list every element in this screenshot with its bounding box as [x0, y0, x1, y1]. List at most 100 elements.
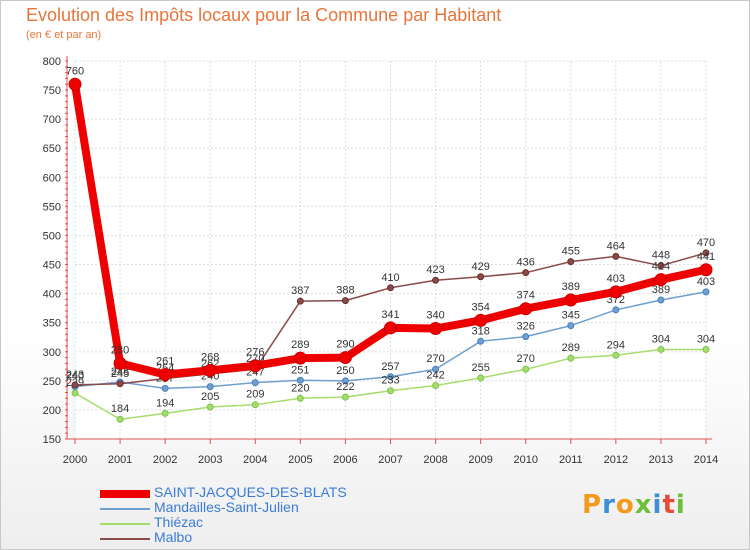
- y-tick-label: 450: [43, 260, 61, 272]
- data-label: 268: [201, 351, 219, 363]
- data-label: 760: [66, 65, 84, 77]
- data-point: [432, 381, 440, 389]
- data-point: [251, 401, 259, 409]
- x-tick-label: 2002: [153, 454, 177, 466]
- y-tick-label: 650: [43, 143, 61, 155]
- data-point: [522, 333, 530, 341]
- data-label: 326: [517, 321, 535, 333]
- logo-letter: r: [602, 490, 616, 520]
- legend-swatch: [100, 523, 150, 525]
- data-point: [702, 288, 710, 296]
- data-label: 424: [652, 261, 670, 273]
- data-label: 304: [697, 333, 715, 345]
- x-tick-label: 2010: [513, 454, 537, 466]
- chart-title: Evolution des Impôts locaux pour la Comm…: [26, 5, 502, 25]
- data-point: [387, 387, 394, 395]
- data-point: [206, 403, 214, 411]
- data-point: [68, 77, 82, 91]
- legend-label: Mandailles-Saint-Julien: [154, 499, 299, 515]
- data-label: 354: [471, 301, 489, 313]
- data-label: 289: [562, 342, 580, 354]
- legend-label: SAINT-JACQUES-DES-BLATS: [154, 484, 347, 500]
- data-point: [387, 373, 394, 381]
- data-label: 255: [471, 362, 489, 374]
- data-point: [657, 262, 665, 270]
- data-point: [567, 322, 575, 330]
- data-label: 341: [381, 309, 399, 321]
- y-tick-label: 400: [43, 289, 61, 301]
- y-tick-label: 150: [43, 434, 61, 446]
- y-tick-label: 700: [43, 114, 61, 126]
- data-label: 276: [246, 347, 264, 359]
- data-point: [387, 284, 394, 292]
- data-label: 436: [517, 257, 535, 269]
- data-label: 243: [66, 369, 84, 381]
- data-point: [296, 394, 304, 402]
- data-point: [296, 297, 304, 305]
- data-point: [477, 337, 485, 345]
- data-point: [432, 276, 440, 284]
- y-tick-label: 500: [43, 230, 61, 242]
- data-label: 464: [607, 240, 625, 252]
- data-point: [341, 297, 349, 305]
- y-tick-label: 250: [43, 376, 61, 388]
- data-point: [699, 263, 713, 277]
- data-point: [251, 379, 259, 387]
- data-point: [384, 321, 397, 335]
- x-tick-label: 2013: [649, 454, 673, 466]
- data-point: [432, 365, 440, 373]
- data-label: 280: [111, 344, 129, 356]
- data-label: 270: [426, 353, 444, 365]
- data-point: [654, 273, 668, 287]
- data-label: 441: [697, 251, 715, 263]
- data-label: 374: [517, 290, 535, 302]
- y-tick-label: 800: [43, 56, 61, 68]
- data-point: [474, 313, 488, 327]
- data-point: [564, 293, 578, 307]
- logo-letter: i: [675, 490, 686, 520]
- data-label: 345: [562, 310, 580, 322]
- data-point: [477, 273, 485, 281]
- data-point: [612, 306, 620, 314]
- legend-swatch: [100, 508, 150, 510]
- data-point: [116, 380, 124, 388]
- data-point: [341, 393, 349, 401]
- data-point: [522, 365, 530, 373]
- x-tick-label: 2006: [333, 454, 357, 466]
- data-label: 257: [381, 361, 399, 373]
- data-label: 423: [426, 264, 444, 276]
- data-point: [293, 351, 307, 365]
- legend-label: Thiézac: [154, 514, 204, 530]
- y-tick-label: 750: [43, 85, 61, 97]
- data-label: 410: [381, 272, 399, 284]
- data-label: 250: [336, 365, 354, 377]
- y-tick-label: 200: [43, 405, 61, 417]
- data-label: 388: [336, 285, 354, 297]
- data-label: 403: [607, 273, 625, 285]
- legend-swatch: [100, 490, 150, 498]
- data-label: 389: [652, 284, 670, 296]
- x-tick-label: 2012: [604, 454, 628, 466]
- x-tick-label: 2001: [108, 454, 132, 466]
- data-point: [341, 377, 349, 385]
- x-tick-label: 2003: [198, 454, 222, 466]
- data-label: 222: [336, 381, 354, 393]
- x-tick-label: 2011: [559, 454, 583, 466]
- x-tick-label: 2004: [243, 454, 267, 466]
- data-label: 205: [201, 391, 219, 403]
- data-point: [161, 384, 169, 392]
- data-point: [71, 381, 79, 389]
- data-point: [612, 351, 620, 359]
- data-point: [702, 345, 710, 353]
- logo-letter: t: [662, 490, 676, 520]
- data-label: 289: [291, 339, 309, 351]
- data-point: [609, 285, 623, 299]
- data-point: [71, 389, 79, 397]
- legend-swatch: [100, 538, 150, 540]
- data-label: 304: [652, 333, 670, 345]
- data-label: 372: [607, 294, 625, 306]
- proxiti-logo: Proxiti: [582, 490, 686, 520]
- data-point: [338, 351, 352, 365]
- data-label: 240: [66, 371, 84, 383]
